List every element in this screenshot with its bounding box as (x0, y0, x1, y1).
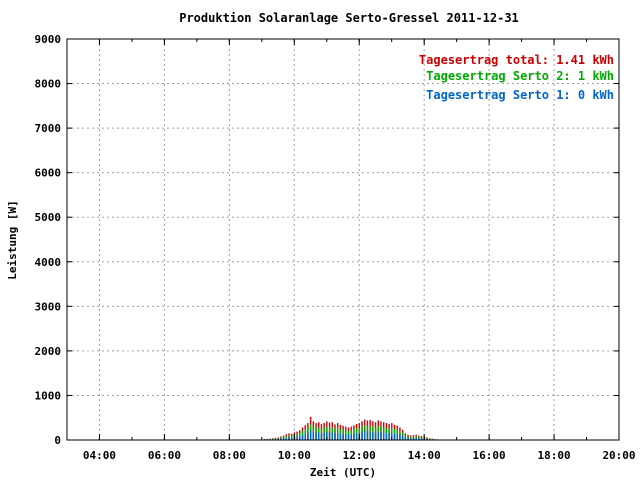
y-tick-label: 4000 (35, 256, 62, 269)
x-tick-label: 08:00 (213, 449, 246, 462)
bar (418, 438, 420, 440)
x-tick-label: 10:00 (278, 449, 311, 462)
bar (288, 437, 290, 440)
bar (382, 432, 385, 440)
y-tick-label: 7000 (35, 122, 62, 135)
bar (342, 433, 344, 440)
bar (372, 431, 374, 440)
bar (420, 438, 423, 440)
y-tick-label: 8000 (35, 78, 62, 91)
legend-total: Tagesertrag total: 1.41 kWh (419, 53, 614, 67)
grid-lines (67, 39, 619, 440)
bar (336, 432, 339, 440)
x-tick-label: 20:00 (602, 449, 635, 462)
bar (339, 433, 342, 440)
legend-serto-1: Tagesertrag Serto 1: 0 kWh (426, 88, 614, 102)
bar (393, 433, 396, 440)
y-axis-label: Leistung [W] (6, 200, 19, 279)
bar (366, 431, 369, 440)
bar (323, 432, 325, 440)
bar (355, 433, 358, 440)
bar (380, 431, 382, 440)
legend-serto-2: Tagesertrag Serto 2: 1 kWh (426, 69, 614, 83)
bar (426, 438, 428, 440)
bar (318, 432, 320, 440)
bar (350, 434, 352, 440)
bar (331, 432, 333, 440)
bar (412, 437, 415, 440)
y-tick-label: 6000 (35, 167, 62, 180)
bar (312, 431, 315, 440)
bar (326, 431, 328, 440)
bar (385, 432, 388, 440)
bars (263, 416, 455, 440)
bar (345, 434, 347, 440)
bar (377, 431, 379, 440)
bar (369, 431, 371, 440)
bar (304, 433, 306, 440)
bar (280, 438, 282, 440)
bar (282, 438, 285, 440)
bar (388, 433, 390, 440)
plot-frame (66, 38, 620, 441)
bar (347, 434, 350, 440)
bar (415, 437, 417, 440)
bar (277, 438, 279, 440)
bar (410, 438, 412, 440)
bar (404, 437, 407, 440)
bar (407, 437, 409, 440)
bar (315, 432, 317, 440)
axis-ticks: 0 1000 2000 3000 4000 5000 6000 7000 8000 9000 04:… (35, 33, 636, 462)
legend: Tagesertrag total: 1.41 kWh Tagesertrag … (419, 53, 614, 102)
y-tick-label: 3000 (35, 300, 62, 313)
bar (361, 431, 363, 440)
bar (307, 432, 309, 440)
bar (320, 433, 323, 440)
bar (296, 436, 298, 440)
bar (399, 434, 401, 440)
y-tick-label: 5000 (35, 211, 62, 224)
bar (290, 437, 293, 440)
x-tick-label: 04:00 (83, 449, 116, 462)
bar (334, 433, 336, 440)
x-tick-label: 12:00 (343, 449, 376, 462)
x-tick-label: 06:00 (148, 449, 181, 462)
bar (285, 437, 287, 440)
y-tick-label: 1000 (35, 389, 62, 402)
y-tick-label: 0 (54, 434, 61, 447)
x-tick-label: 16:00 (473, 449, 506, 462)
bar (299, 435, 301, 440)
bar (401, 435, 404, 440)
bar (396, 433, 398, 440)
bar (353, 433, 355, 440)
y-tick-label: 2000 (35, 345, 62, 358)
bar (328, 432, 331, 440)
y-tick-label: 9000 (35, 33, 62, 46)
x-axis-label: Zeit (UTC) (310, 466, 376, 479)
x-tick-label: 18:00 (537, 449, 570, 462)
bar (301, 435, 304, 440)
bar (309, 430, 312, 440)
bar (391, 432, 393, 440)
bar (374, 432, 377, 440)
x-tick-label: 14:00 (408, 449, 441, 462)
chart-title: Produktion Solaranlage Serto-Gressel 201… (179, 11, 519, 25)
bar (364, 431, 366, 440)
